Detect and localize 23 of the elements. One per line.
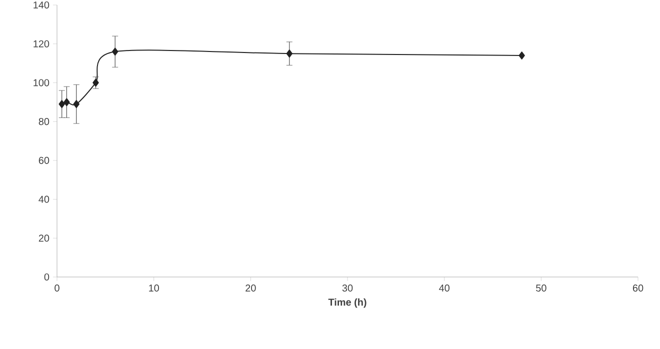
point (112, 48, 118, 56)
point (286, 50, 293, 58)
x-tick-label: 20 (246, 284, 256, 292)
y-tick-label: 140 (34, 1, 50, 9)
y-tick-label: 20 (38, 234, 50, 242)
y-tick-label: 60 (38, 156, 50, 164)
y-tick-label: 80 (38, 118, 50, 126)
x-axis-title: Time (h) (328, 298, 366, 308)
x-tick-label: 60 (632, 284, 644, 292)
y-tick-label: 100 (34, 79, 50, 86)
x-tick-label: 30 (342, 284, 353, 292)
point (518, 52, 525, 60)
y-tick-label: 0 (44, 273, 50, 281)
y-tick-label: 120 (34, 40, 50, 48)
point (58, 100, 65, 108)
x-tick-label: 10 (149, 284, 159, 292)
x-tick-label: 50 (536, 284, 546, 292)
x-tick-label: 40 (439, 284, 450, 292)
point (73, 100, 80, 108)
point (64, 98, 70, 106)
x-tick-label: 0 (54, 284, 60, 292)
y-tick-label: 40 (38, 196, 50, 203)
point (92, 78, 99, 87)
